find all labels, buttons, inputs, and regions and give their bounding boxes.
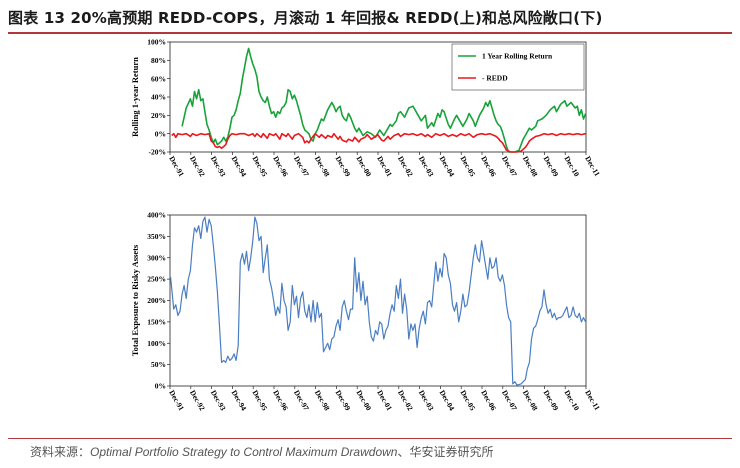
x-tick-label: Dec-09 bbox=[542, 155, 561, 179]
x-tick-label: Dec-03 bbox=[417, 389, 436, 413]
x-tick-label: Dec-94 bbox=[230, 389, 249, 413]
total-exposure-chart: 400%350%300%250%200%150%100%50%0%Dec-91 D… bbox=[130, 211, 602, 413]
figure-title: 图表 13 20%高预期 REDD-COPS，月滚动 1 年回报& REDD(上… bbox=[8, 9, 603, 27]
x-tick-label: Dec-92 bbox=[188, 389, 207, 413]
y-tick-label: 400% bbox=[147, 211, 166, 220]
x-tick-label: Dec-06 bbox=[479, 389, 498, 413]
y-tick-label: 200% bbox=[147, 296, 166, 305]
x-tick-label: Dec-05 bbox=[458, 155, 477, 179]
x-tick-label: Dec-97 bbox=[292, 389, 311, 413]
series-line-total-exposure bbox=[170, 216, 587, 386]
x-tick-label: Dec-93 bbox=[209, 155, 228, 179]
x-tick-label: Dec-91 bbox=[167, 389, 186, 413]
y-tick-label: 150% bbox=[147, 317, 166, 326]
y-tick-label: 250% bbox=[147, 275, 166, 284]
source-suffix: 、华安证券研究所 bbox=[397, 445, 494, 459]
y-tick-label: 100% bbox=[147, 339, 166, 348]
x-tick-label: Dec-00 bbox=[354, 155, 373, 179]
x-tick-label: Dec-93 bbox=[209, 389, 228, 413]
x-tick-label: Dec-91 bbox=[167, 155, 186, 179]
y-tick-label: 0% bbox=[155, 129, 166, 138]
y-tick-label: -20% bbox=[149, 148, 167, 157]
rolling-return-chart: 100% 80% 60% 40% 20% 0% -20%Dec-91 Dec-92 Dec-93… bbox=[130, 38, 602, 179]
legend-box bbox=[451, 43, 585, 91]
x-tick-label: Dec-00 bbox=[354, 389, 373, 413]
x-tick-label: Dec-11 bbox=[583, 389, 602, 412]
x-tick-label: Dec-10 bbox=[562, 155, 581, 179]
x-tick-label: Dec-96 bbox=[271, 155, 290, 179]
x-tick-label: Dec-04 bbox=[438, 155, 457, 179]
x-tick-label: Dec-01 bbox=[375, 155, 394, 179]
source-note: 资料来源：Optimal Portfolio Strategy to Contr… bbox=[30, 443, 493, 460]
x-tick-label: Dec-11 bbox=[583, 155, 602, 178]
legend-label: 1 Year Rolling Return bbox=[482, 52, 553, 61]
plot-frame bbox=[169, 214, 587, 387]
y-tick-label: 0% bbox=[155, 382, 166, 391]
x-tick-label: Dec-96 bbox=[271, 389, 290, 413]
x-tick-label: Dec-04 bbox=[438, 389, 457, 413]
x-tick-label: Dec-07 bbox=[500, 389, 519, 413]
x-tick-label: Dec-95 bbox=[250, 155, 269, 179]
series-line-redd bbox=[171, 132, 586, 153]
x-tick-label: Dec-02 bbox=[396, 389, 415, 413]
x-tick-label: Dec-08 bbox=[521, 389, 540, 413]
y-tick-label: 350% bbox=[147, 232, 166, 241]
series-line-1-year-rolling-return bbox=[181, 47, 587, 153]
legend-label: - REDD bbox=[482, 74, 508, 83]
y-tick-label: 100% bbox=[147, 38, 166, 47]
title-divider bbox=[8, 32, 732, 34]
x-tick-label: Dec-97 bbox=[292, 155, 311, 179]
x-tick-label: Dec-06 bbox=[479, 155, 498, 179]
source-divider bbox=[8, 438, 732, 439]
x-tick-label: Dec-10 bbox=[562, 389, 581, 413]
source-prefix: 资料来源： bbox=[30, 445, 91, 459]
x-tick-label: Dec-94 bbox=[230, 155, 249, 179]
source-title: Optimal Portfolio Strategy to Control Ma… bbox=[90, 445, 398, 459]
x-tick-label: Dec-95 bbox=[250, 389, 269, 413]
y-tick-label: 300% bbox=[147, 253, 166, 262]
x-tick-label: Dec-98 bbox=[313, 389, 332, 413]
x-tick-label: Dec-09 bbox=[542, 389, 561, 413]
y-tick-label: 60% bbox=[151, 74, 166, 83]
y-axis-label: Total Exposure to Risky Assets bbox=[130, 244, 140, 356]
y-tick-label: 40% bbox=[151, 93, 166, 102]
chart-legend: 1 Year Rolling Return - REDD bbox=[451, 43, 585, 91]
y-tick-label: 80% bbox=[151, 56, 166, 65]
x-tick-label: Dec-99 bbox=[334, 389, 353, 413]
y-tick-label: 50% bbox=[151, 360, 166, 369]
x-tick-label: Dec-92 bbox=[188, 155, 207, 179]
x-tick-label: Dec-99 bbox=[334, 155, 353, 179]
x-tick-label: Dec-08 bbox=[521, 155, 540, 179]
x-tick-label: Dec-98 bbox=[313, 155, 332, 179]
x-tick-label: Dec-07 bbox=[500, 155, 519, 179]
y-axis-label: Rolling 1-year Return bbox=[130, 57, 140, 137]
x-tick-label: Dec-01 bbox=[375, 389, 394, 413]
y-tick-label: 20% bbox=[151, 111, 166, 120]
x-tick-label: Dec-05 bbox=[458, 389, 477, 413]
x-tick-label: Dec-03 bbox=[417, 155, 436, 179]
x-tick-label: Dec-02 bbox=[396, 155, 415, 179]
